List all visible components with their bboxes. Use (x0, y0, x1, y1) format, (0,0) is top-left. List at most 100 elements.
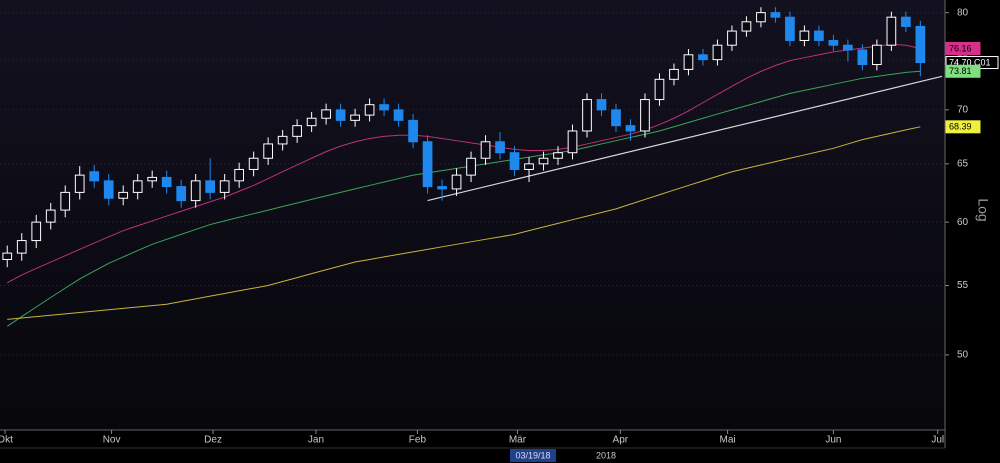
cursor-label: 03/19/18 (515, 450, 550, 460)
candle-body (640, 99, 650, 132)
candle-body (31, 221, 42, 242)
candle-body (466, 157, 476, 176)
candle-body (756, 12, 766, 23)
x-tick-label: Mai (720, 435, 736, 446)
x-tick-label: Apr (613, 435, 629, 446)
x-tick-label: Dez (204, 435, 222, 446)
price-label-box (945, 120, 981, 134)
price-label-box (945, 41, 981, 55)
y-tick-label: 55 (957, 280, 969, 291)
candle-body (408, 119, 418, 143)
candle-body (248, 157, 259, 170)
candle-body (524, 163, 534, 170)
candle-body (553, 152, 563, 159)
candle-body (669, 68, 679, 80)
candle-body (263, 143, 273, 159)
candle-body (176, 186, 187, 202)
candle-body (350, 114, 360, 121)
candle-body (712, 44, 723, 61)
candle-body (292, 125, 302, 137)
y-tick-label: 70 (957, 105, 969, 116)
candle-body (770, 12, 781, 18)
plot (0, 7, 945, 356)
candle-body (234, 168, 244, 182)
y-axis-label: Log (975, 198, 991, 221)
candle-body (785, 16, 795, 41)
x-tick-label: Jul (931, 435, 944, 446)
candle-body (727, 30, 737, 46)
price-label: 76.16 (949, 43, 972, 53)
candle-body (379, 104, 389, 111)
price-label: 73.81 (949, 66, 972, 76)
candle-body (306, 117, 317, 127)
moving-average (7, 126, 921, 320)
candle-body (901, 16, 911, 27)
x-tick-label: Jun (825, 435, 841, 446)
candle-body (364, 104, 375, 116)
candle-body (814, 30, 824, 41)
candle-body (321, 109, 331, 119)
candle-body (205, 180, 216, 193)
candle-body (190, 180, 201, 202)
candle-body (16, 240, 27, 254)
candle-body (582, 99, 592, 132)
candle-body (74, 174, 85, 193)
candle-body (335, 109, 346, 121)
plot-background (0, 0, 945, 430)
candle-body (567, 130, 578, 154)
candle-body (843, 44, 853, 51)
x-tick-label: Nov (103, 435, 121, 446)
candle-body (538, 157, 549, 165)
candle-body (480, 141, 491, 159)
candle-body (132, 180, 143, 193)
candle-body (741, 21, 752, 32)
candle-body (886, 16, 897, 46)
candle-body (828, 39, 839, 46)
candle-body (799, 30, 810, 41)
x-tick-label: Jan (308, 435, 324, 446)
x-tick-label: Mär (509, 435, 527, 446)
year-label: 2018 (596, 450, 616, 460)
candle-body (872, 44, 882, 66)
candle-body (625, 125, 636, 132)
x-tick-label: Feb (409, 435, 427, 446)
price-label: 68.39 (949, 122, 972, 132)
y-tick-label: 50 (957, 350, 969, 361)
candle-body (654, 78, 665, 101)
candle-body (393, 109, 404, 121)
x-axis-panel (0, 430, 945, 463)
x-tick-label: Okt (0, 435, 13, 446)
candle-body (147, 176, 158, 182)
candle-body (596, 99, 607, 111)
trend-line (427, 75, 943, 202)
candle-body (161, 176, 172, 188)
cursor-box (510, 449, 556, 462)
price-label-box (945, 64, 981, 78)
candle-body (45, 209, 56, 223)
candle-body (277, 135, 288, 145)
candle-body (698, 54, 708, 61)
candle-body (60, 191, 71, 211)
candle-body (437, 186, 447, 190)
candle-body (451, 174, 462, 190)
candle-body (118, 191, 129, 199)
moving-average (6, 70, 921, 327)
moving-average (7, 43, 921, 284)
candle-body (219, 180, 230, 193)
candle-body (495, 141, 505, 154)
candle-body (103, 180, 114, 199)
candle-body (683, 54, 694, 70)
candle-body (915, 25, 926, 64)
candle-body (509, 152, 520, 170)
y-tick-label: 80 (957, 7, 969, 18)
y-tick-label: 60 (957, 217, 969, 228)
candle-body (422, 141, 433, 188)
candle-body (857, 49, 868, 66)
price-label: 74.70 C01 (949, 57, 991, 67)
y-tick-label: 65 (957, 158, 969, 169)
candle-body (89, 171, 100, 182)
candle-body (2, 252, 13, 260)
candle-body (611, 109, 621, 127)
